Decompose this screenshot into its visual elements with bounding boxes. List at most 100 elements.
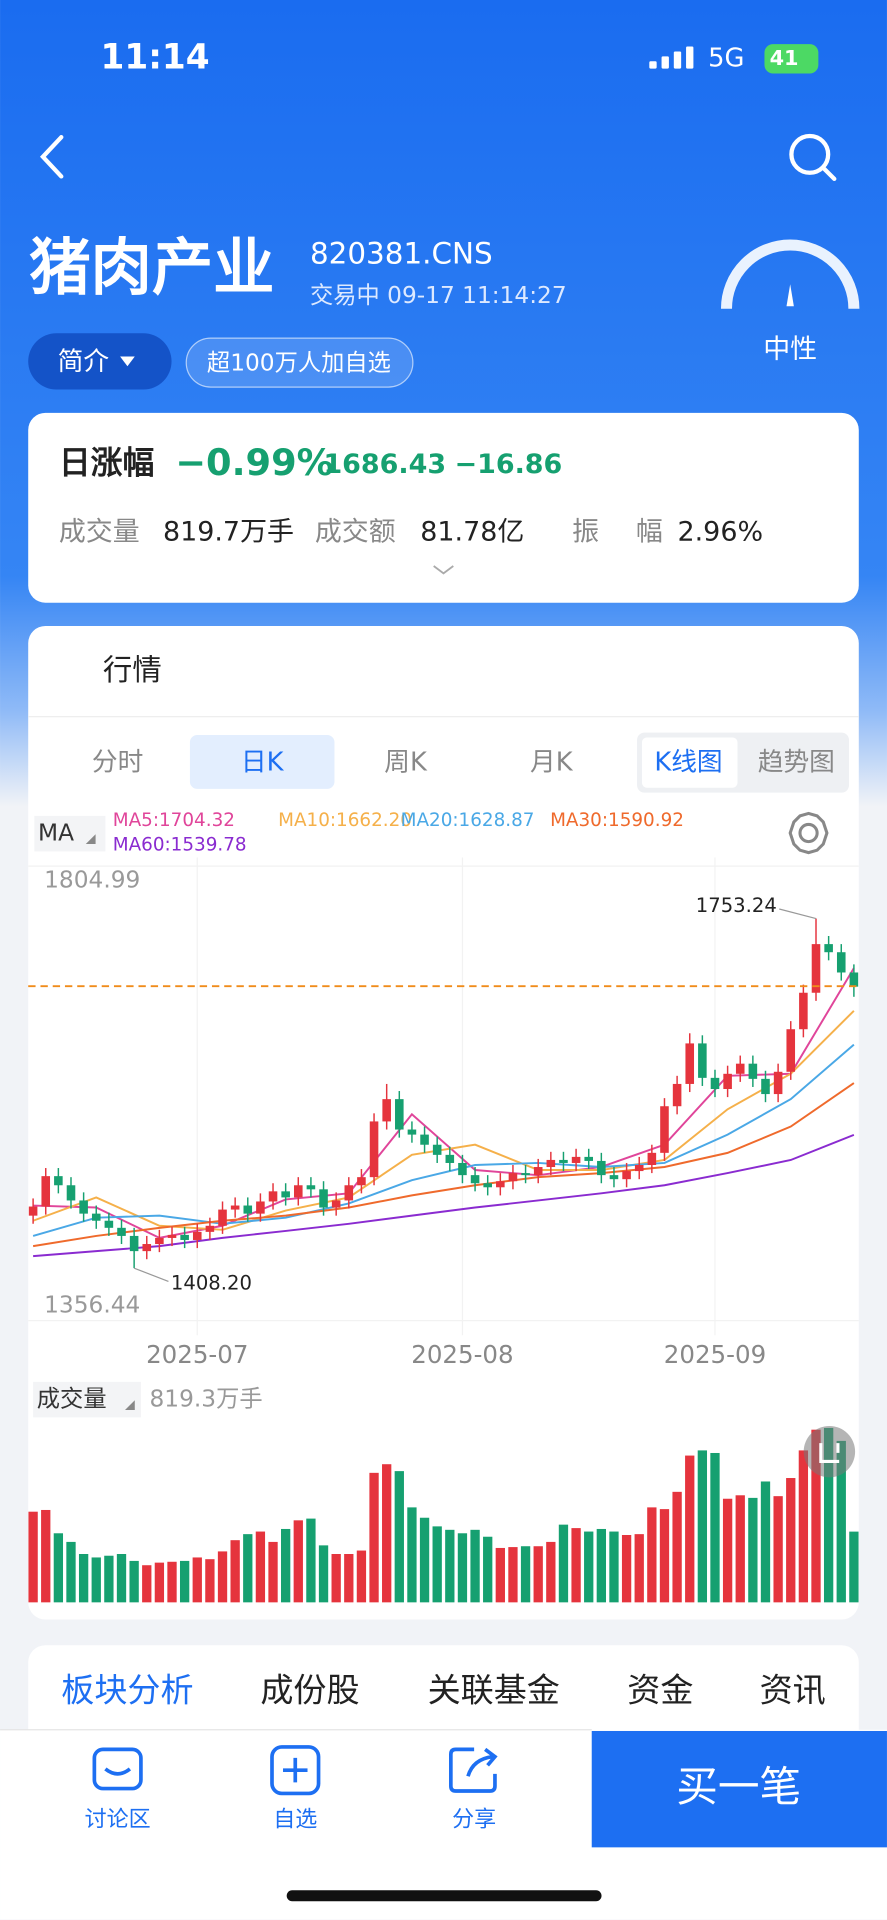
search-button[interactable] bbox=[789, 133, 837, 181]
volume-bar bbox=[306, 1518, 316, 1603]
volume-bar bbox=[268, 1541, 278, 1603]
volume-bar bbox=[811, 1429, 821, 1603]
tab[interactable]: 月K bbox=[530, 748, 574, 778]
volume-bar bbox=[685, 1455, 695, 1603]
rotate-button[interactable] bbox=[803, 1425, 856, 1478]
volume-bar bbox=[369, 1472, 379, 1603]
volume-bar bbox=[495, 1547, 505, 1603]
network: 5G bbox=[708, 43, 744, 73]
candle-body bbox=[104, 1220, 114, 1228]
tab[interactable]: 日K bbox=[241, 748, 285, 778]
volume-bar bbox=[344, 1553, 354, 1603]
nav-item[interactable]: 分享 bbox=[452, 1807, 496, 1832]
volume-bar bbox=[722, 1498, 733, 1603]
candle-body bbox=[584, 1156, 594, 1161]
volume-bar bbox=[243, 1534, 253, 1603]
candle-body bbox=[281, 1191, 290, 1198]
candle-body bbox=[710, 1077, 720, 1090]
ma-button[interactable] bbox=[34, 815, 106, 852]
volume-bar bbox=[672, 1491, 682, 1603]
price: 1686.43 bbox=[323, 449, 446, 480]
back-button[interactable] bbox=[39, 135, 64, 179]
candle-body bbox=[306, 1185, 316, 1190]
volume-last: 819.3万手 bbox=[149, 1386, 262, 1413]
tab[interactable]: 周K bbox=[384, 748, 428, 778]
buy-label: 买一笔 bbox=[676, 1762, 801, 1811]
view-option[interactable]: 趋势图 bbox=[758, 748, 835, 778]
volume-bar bbox=[179, 1560, 190, 1603]
candle-body bbox=[508, 1173, 518, 1182]
view-option[interactable]: K线图 bbox=[654, 748, 722, 778]
candle-body bbox=[672, 1083, 682, 1107]
volume-bar bbox=[798, 1450, 809, 1603]
change: −16.86 bbox=[455, 449, 563, 480]
amount-value: 81.78亿 bbox=[420, 516, 524, 547]
volume-bar bbox=[735, 1495, 745, 1603]
x-tick-label: 2025-09 bbox=[664, 1340, 766, 1369]
stock-name: 猪肉产业 bbox=[29, 233, 274, 304]
amplitude-value: 2.96% bbox=[677, 516, 763, 547]
ma-legend: MA5:1704.32 bbox=[113, 810, 235, 831]
volume-bar bbox=[520, 1546, 531, 1603]
candle-body bbox=[205, 1225, 215, 1232]
section-tab[interactable]: 资金 bbox=[627, 1670, 693, 1709]
volume-bar bbox=[394, 1471, 404, 1603]
candle-body bbox=[180, 1234, 189, 1240]
candle-body bbox=[483, 1183, 492, 1188]
expand-icon[interactable] bbox=[433, 565, 454, 575]
tab[interactable]: 分时 bbox=[92, 748, 143, 778]
candle-body bbox=[811, 944, 821, 993]
section-tab[interactable]: 成份股 bbox=[260, 1670, 359, 1709]
section-tab[interactable]: 板块分析 bbox=[61, 1670, 193, 1709]
candle-body bbox=[470, 1175, 480, 1184]
y-tick-label: 1804.99 bbox=[44, 866, 140, 893]
volume-bar bbox=[609, 1531, 619, 1603]
volume-button[interactable] bbox=[33, 1381, 141, 1418]
volume-bar bbox=[53, 1533, 64, 1603]
candle-body bbox=[773, 1071, 783, 1095]
candle-body bbox=[824, 944, 833, 953]
candle-body bbox=[571, 1156, 581, 1163]
market-title: 行情 bbox=[103, 653, 162, 687]
ma-legend: MA30:1590.92 bbox=[550, 810, 684, 831]
candle-body bbox=[243, 1205, 253, 1214]
dropdown-icon bbox=[120, 356, 135, 367]
settings-button[interactable] bbox=[788, 811, 829, 855]
volume-bar bbox=[748, 1497, 758, 1603]
volume-bar bbox=[281, 1528, 291, 1603]
candle-body bbox=[432, 1144, 442, 1155]
nav-icons bbox=[92, 1745, 498, 1796]
follow-badge[interactable] bbox=[185, 337, 414, 388]
intro-button[interactable] bbox=[28, 333, 172, 390]
volume-bar bbox=[584, 1531, 594, 1603]
quote-label: 日涨幅 bbox=[59, 443, 155, 481]
section-tab[interactable]: 资讯 bbox=[760, 1670, 826, 1709]
trade-state: 交易中 09-17 11:14:27 bbox=[310, 282, 567, 309]
volume-label: 成交量 bbox=[59, 516, 140, 547]
nav-item[interactable]: 讨论区 bbox=[85, 1807, 151, 1832]
candle-body bbox=[218, 1209, 227, 1226]
volume-chart-label: 成交量 bbox=[37, 1386, 107, 1413]
volume-bar bbox=[419, 1517, 430, 1603]
buy-button[interactable] bbox=[591, 1730, 887, 1848]
candle-body bbox=[407, 1129, 417, 1135]
volume-bar bbox=[773, 1496, 783, 1603]
section-tab[interactable]: 关联基金 bbox=[428, 1670, 560, 1709]
candle-body bbox=[268, 1191, 278, 1202]
gauge-needle bbox=[786, 284, 794, 307]
intro-label: 简介 bbox=[58, 347, 110, 377]
stock-code: 820381.CNS bbox=[310, 236, 493, 270]
volume-bar bbox=[483, 1536, 493, 1603]
volume-bar bbox=[142, 1565, 152, 1603]
ma-legend: MA60:1539.78 bbox=[113, 834, 247, 855]
volume-bar bbox=[116, 1553, 127, 1603]
volume-bar bbox=[571, 1528, 581, 1603]
candle-body bbox=[142, 1244, 152, 1252]
battery-level: 41 bbox=[770, 46, 799, 70]
candle-body bbox=[748, 1063, 758, 1079]
candle-body bbox=[192, 1231, 202, 1240]
nav-item[interactable]: 自选 bbox=[273, 1807, 317, 1832]
candle-body bbox=[91, 1213, 101, 1221]
